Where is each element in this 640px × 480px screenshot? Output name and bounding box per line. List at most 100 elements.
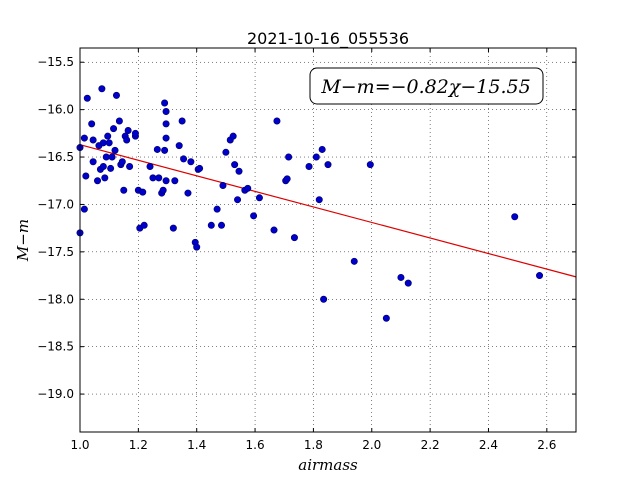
data-point <box>111 146 119 154</box>
data-point <box>94 177 102 185</box>
data-point <box>105 139 113 147</box>
data-point <box>99 163 107 171</box>
data-point <box>235 167 243 175</box>
data-point <box>162 120 170 128</box>
data-point <box>218 221 226 229</box>
y-tick-label: −17.5 <box>37 245 74 259</box>
data-point <box>320 295 328 303</box>
data-point <box>270 226 278 234</box>
data-point <box>536 272 544 280</box>
data-point <box>80 205 88 213</box>
y-tick-labels: −15.5 −16.0 −16.5 −17.0 −17.5 −18.0 −18.5 −19.0 <box>37 55 74 401</box>
data-point <box>207 221 215 229</box>
data-point <box>162 108 170 116</box>
data-point <box>312 153 320 161</box>
data-points <box>76 85 544 322</box>
data-point <box>102 153 110 161</box>
y-tick-label: −18.5 <box>37 340 74 354</box>
axis-ticks <box>79 48 576 432</box>
x-axis-label: airmass <box>298 456 358 474</box>
data-point <box>213 205 221 213</box>
x-tick-label: 2.2 <box>421 438 440 452</box>
data-point <box>229 132 237 140</box>
data-point <box>324 161 332 169</box>
data-point <box>155 174 163 182</box>
data-point <box>83 94 91 102</box>
x-tick-label: 1.8 <box>304 438 323 452</box>
data-point <box>89 136 97 144</box>
x-tick-label: 2.0 <box>362 438 381 452</box>
data-point <box>115 117 123 125</box>
data-point <box>382 314 390 322</box>
data-point <box>112 91 120 99</box>
fit-line <box>79 144 577 278</box>
data-point <box>124 126 132 134</box>
annotation-box <box>309 67 544 105</box>
data-point <box>285 153 293 161</box>
data-point <box>98 85 106 93</box>
data-point <box>108 153 116 161</box>
data-point <box>187 158 195 166</box>
x-tick-labels: 1.0 1.2 1.4 1.6 1.8 2.0 2.2 2.4 2.6 <box>70 438 556 452</box>
data-point <box>153 145 161 153</box>
data-point <box>110 125 118 133</box>
data-point <box>107 164 115 172</box>
data-point <box>196 164 204 172</box>
data-point <box>171 177 179 185</box>
data-point <box>175 142 183 150</box>
y-tick-label: −18.0 <box>37 292 74 306</box>
data-point <box>162 177 170 185</box>
y-tick-label: −16.5 <box>37 150 74 164</box>
data-point <box>104 132 112 140</box>
y-tick-label: −15.5 <box>37 55 74 69</box>
data-point <box>305 163 313 171</box>
data-point <box>161 146 169 154</box>
data-point <box>180 155 188 163</box>
x-tick-label: 1.2 <box>129 438 148 452</box>
data-point <box>146 163 154 171</box>
fit-equation: M−m=−0.82χ−15.55 <box>320 76 530 98</box>
data-point <box>161 99 169 107</box>
data-point <box>397 273 405 281</box>
y-tick-label: −19.0 <box>37 387 74 401</box>
data-point <box>184 189 192 197</box>
fit-annotation: M−m=−0.82χ−15.55 <box>309 67 544 105</box>
x-tick-label: 1.4 <box>187 438 206 452</box>
data-point <box>318 145 326 153</box>
data-point <box>89 158 97 166</box>
data-point <box>99 139 107 147</box>
x-tick-label: 1.0 <box>70 438 89 452</box>
data-point <box>162 134 170 142</box>
data-point <box>118 158 126 166</box>
plot-frame <box>79 47 577 433</box>
x-tick-label: 1.6 <box>246 438 265 452</box>
data-point <box>366 161 374 169</box>
y-tick-label: −16.0 <box>37 103 74 117</box>
data-point <box>404 279 412 287</box>
data-point <box>88 120 96 128</box>
data-point <box>159 186 167 194</box>
data-point <box>123 136 131 144</box>
data-point <box>131 129 139 137</box>
data-point <box>273 117 281 125</box>
data-point <box>244 184 252 192</box>
y-tick-label: −17.0 <box>37 197 74 211</box>
data-point <box>290 234 298 242</box>
data-point <box>178 117 186 125</box>
data-point <box>82 172 90 180</box>
data-point <box>222 148 230 156</box>
data-point <box>283 175 291 183</box>
y-axis-label: M−m <box>14 219 32 262</box>
chart-title: 2021-10-16_055536 <box>247 29 409 49</box>
data-point <box>234 196 242 204</box>
data-point <box>120 186 128 194</box>
data-point <box>101 174 109 182</box>
x-tick-label: 2.4 <box>479 438 498 452</box>
data-point <box>511 213 519 221</box>
data-point <box>350 257 358 265</box>
data-point <box>169 224 177 232</box>
data-point <box>231 161 239 169</box>
data-point <box>80 134 88 142</box>
data-point <box>315 196 323 204</box>
